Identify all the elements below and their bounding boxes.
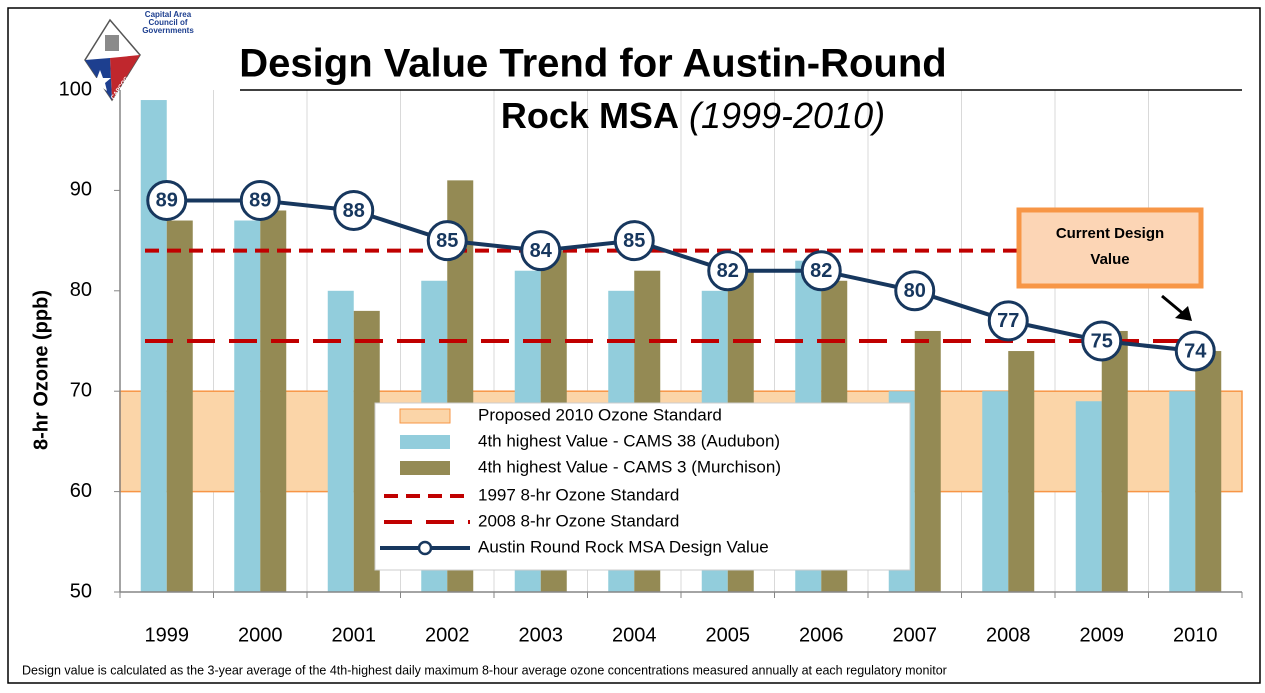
data-label: 82 [717, 260, 739, 282]
design-value-marker [987, 300, 1029, 342]
x-tick-label: 1999 [145, 624, 190, 646]
logo-red [110, 55, 140, 100]
legend-label: 1997 8-hr Ozone Standard [478, 485, 679, 504]
bar [982, 391, 1009, 592]
footnote: Design value is calculated as the 3-year… [22, 663, 947, 677]
x-tick-label: 2007 [893, 624, 938, 646]
x-tick-label: 2005 [706, 624, 751, 646]
bar [1075, 401, 1102, 592]
data-label: 85 [436, 230, 458, 252]
x-tick-label: 2004 [612, 624, 657, 646]
design-value-marker [894, 270, 936, 312]
bar [1169, 391, 1196, 592]
design-value-marker [239, 179, 281, 221]
design-value-marker [800, 250, 842, 292]
y-tick-label: 100 [59, 78, 92, 100]
x-tick-label: 2008 [986, 624, 1031, 646]
logo-text: Governments [142, 26, 194, 35]
design-value-marker [613, 220, 655, 262]
legend-label: Austin Round Rock MSA Design Value [478, 537, 769, 556]
data-label: 85 [623, 230, 645, 252]
y-axis-label: 8-hr Ozone (ppb) [30, 290, 52, 450]
bar [140, 100, 167, 592]
logo-capitol [105, 35, 119, 51]
legend-swatch [399, 408, 451, 424]
chart-title-note: (1999-2010) [689, 95, 885, 136]
legend-swatch [400, 461, 450, 475]
data-label: 75 [1091, 330, 1113, 352]
x-tick-label: 2010 [1173, 624, 1218, 646]
data-label: 84 [530, 240, 553, 262]
legend-label: 4th highest Value - CAMS 3 (Murchison) [478, 457, 781, 476]
data-label: 89 [156, 190, 178, 212]
bar [1008, 351, 1035, 592]
data-label: 80 [904, 280, 926, 302]
bar [914, 330, 941, 592]
bar [260, 210, 287, 593]
legend-swatch [417, 540, 433, 556]
bar [327, 290, 354, 592]
bar [234, 220, 261, 592]
annotation-arrowhead [1175, 306, 1192, 321]
design-value-marker [333, 189, 375, 231]
bar [1195, 351, 1222, 592]
design-value-marker [1081, 320, 1123, 362]
data-label: 77 [997, 310, 1019, 332]
data-label: 74 [1184, 340, 1207, 362]
x-tick-label: 2000 [238, 624, 283, 646]
design-value-marker [1174, 330, 1216, 372]
chart-title-main: Rock MSA [501, 95, 679, 136]
legend-label: Proposed 2010 Ozone Standard [478, 405, 722, 424]
y-tick-label: 90 [70, 179, 92, 201]
chart-title: Design Value Trend for Austin-Round [239, 42, 946, 86]
x-tick-label: 2001 [332, 624, 377, 646]
legend-box [374, 402, 911, 571]
design-value-marker [426, 220, 468, 262]
annotation-text: Current Design [1056, 225, 1164, 242]
x-tick-label: 2002 [425, 624, 470, 646]
frame [7, 7, 1261, 684]
y-tick-label: 60 [70, 480, 92, 502]
logo-star-white [89, 70, 111, 91]
data-label: 82 [810, 260, 832, 282]
x-tick-label: 2009 [1080, 624, 1125, 646]
x-tick-label: 2006 [799, 624, 844, 646]
design-value-marker [520, 230, 562, 272]
y-tick-label: 70 [70, 379, 92, 401]
annotation-text: Value [1090, 251, 1129, 268]
data-label: 89 [249, 190, 271, 212]
y-tick-label: 50 [70, 580, 92, 602]
legend-label: 4th highest Value - CAMS 38 (Audubon) [478, 431, 780, 450]
y-tick-label: 80 [70, 279, 92, 301]
legend-label: 2008 8-hr Ozone Standard [478, 511, 679, 530]
logo-text: Council of [148, 18, 187, 27]
data-label: 88 [343, 200, 365, 222]
design-value-marker [707, 250, 749, 292]
design-value-marker [146, 179, 188, 221]
chart-title: Rock MSA (1999-2010) [501, 95, 885, 136]
bar [166, 220, 193, 592]
x-tick-label: 2003 [519, 624, 564, 646]
bar [1101, 330, 1128, 592]
logo-text: Capital Area [145, 10, 192, 19]
legend-swatch [400, 435, 450, 449]
annotation-box [1016, 207, 1204, 289]
